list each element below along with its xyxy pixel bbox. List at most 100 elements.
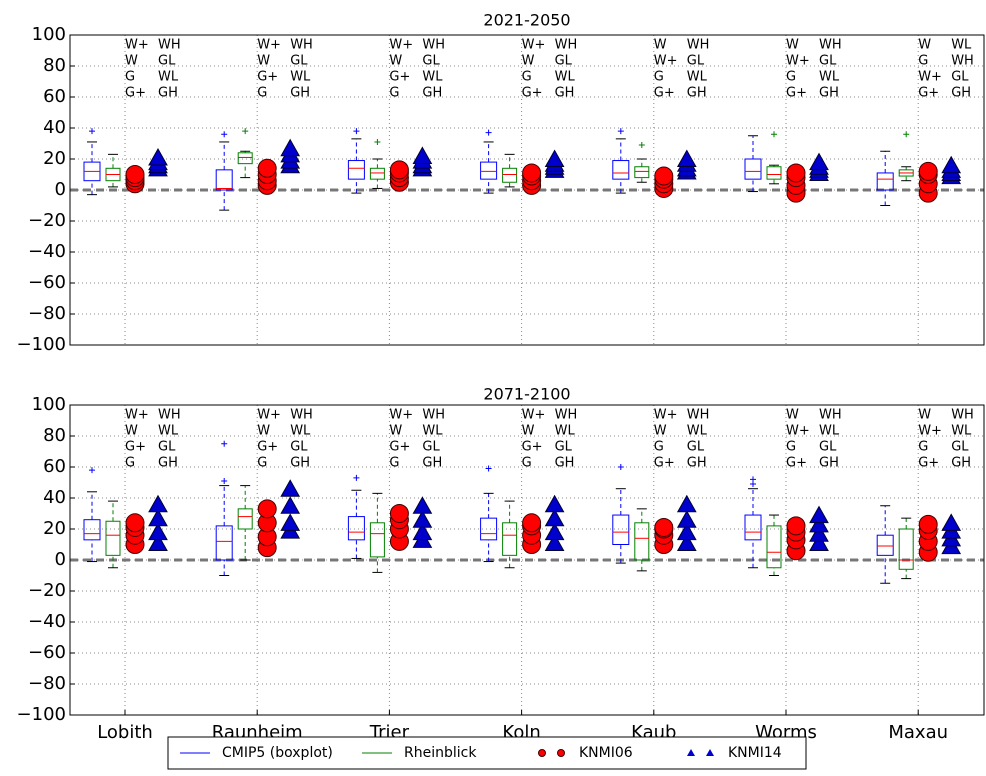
box: [369, 522, 385, 558]
box: [347, 160, 365, 180]
y-tick-label: 0: [55, 549, 66, 570]
knmi14-marker: [412, 496, 433, 514]
flier: [903, 131, 910, 138]
flier: [485, 129, 492, 136]
box: [237, 508, 253, 530]
box: [480, 161, 498, 180]
flier: [617, 464, 624, 470]
knmi14-marker: [148, 147, 168, 166]
scenario-label: G: [125, 70, 135, 85]
scenario-label: W+: [786, 424, 810, 439]
y-tick-label: 20: [43, 518, 66, 539]
knmi14-marker: [809, 524, 829, 542]
scenario-label: WL: [819, 70, 840, 85]
scenario-label: W+: [918, 70, 942, 85]
knmi14-marker: [809, 514, 829, 533]
plot-frame: [69, 34, 985, 346]
knmi06-marker: [654, 517, 674, 537]
scenario-label: WL: [290, 424, 311, 439]
y-tick-label: 60: [43, 456, 66, 477]
y-tick-label: 100: [32, 394, 66, 415]
scenario-label: WL: [422, 424, 443, 439]
knmi06-marker: [522, 163, 542, 183]
legend-box: [167, 736, 807, 770]
knmi14-marker: [676, 510, 697, 528]
scenario-label: G+: [918, 456, 939, 471]
box: [744, 158, 762, 180]
knmi06-marker: [125, 165, 145, 184]
scenario-label: GH: [290, 86, 310, 101]
scenario-label: GH: [555, 86, 575, 101]
y-tick-label: 60: [43, 86, 66, 107]
scenario-label: G: [786, 440, 796, 455]
flier: [89, 467, 95, 474]
scenario-label: G: [918, 440, 928, 455]
knmi14-marker: [148, 508, 168, 527]
knmi06-marker: [786, 516, 806, 536]
knmi14-marker: [544, 494, 565, 513]
flier: [638, 142, 645, 149]
scenario-label: WH: [951, 408, 974, 423]
scenario-label: W: [125, 54, 138, 69]
scenario-label: W+: [125, 408, 149, 423]
y-tick-label: −60: [28, 272, 66, 293]
scenario-label: WH: [422, 408, 445, 423]
flier: [353, 474, 360, 481]
scenario-label: W+: [522, 408, 546, 423]
y-tick-label: −40: [28, 241, 66, 262]
scenario-label: GL: [687, 54, 705, 69]
scenario-label: WL: [555, 70, 576, 85]
scenario-label: W+: [522, 38, 546, 53]
scenario-label: WH: [951, 54, 974, 69]
box: [612, 514, 630, 545]
flier: [485, 465, 492, 472]
knmi14-marker: [544, 522, 565, 541]
knmi06-marker: [389, 504, 409, 523]
scenario-label: G: [389, 86, 399, 101]
scenario-label: WH: [819, 408, 842, 423]
scenario-label: G: [125, 456, 135, 471]
scenario-label: W: [389, 424, 402, 439]
legend-marker: [538, 749, 546, 757]
chart-title: 2071-2100: [483, 385, 570, 404]
scenario-label: W+: [918, 424, 942, 439]
y-tick-label: 20: [43, 148, 66, 169]
scenario-label: G+: [654, 86, 675, 101]
scenario-label: W+: [786, 54, 810, 69]
knmi14-marker: [809, 505, 829, 524]
legend-marker: [687, 749, 695, 756]
scenario-label: G+: [257, 70, 278, 85]
knmi14-marker: [809, 152, 829, 171]
box: [480, 517, 498, 541]
knmi06-marker: [257, 499, 277, 519]
scenario-label: GH: [158, 86, 178, 101]
knmi14-marker: [676, 494, 697, 513]
scenario-label: WL: [819, 424, 840, 439]
scenario-label: W: [786, 38, 799, 53]
knmi14-marker: [280, 496, 301, 514]
scenario-label: WH: [290, 408, 313, 423]
scenario-label: WL: [951, 424, 972, 439]
box: [612, 160, 630, 180]
scenario-label: G: [654, 70, 664, 85]
scenario-label: GL: [158, 440, 176, 455]
box: [898, 528, 914, 570]
scenario-label: GL: [951, 70, 969, 85]
scenario-label: G+: [786, 86, 807, 101]
box: [83, 519, 101, 541]
scenario-label: WL: [422, 70, 443, 85]
scenario-label: G: [654, 440, 664, 455]
box: [634, 522, 650, 561]
knmi14-marker: [148, 494, 168, 513]
flier: [353, 128, 360, 135]
scenario-label: WL: [158, 70, 179, 85]
scenario-label: W+: [654, 54, 678, 69]
scenario-label: G: [918, 54, 928, 69]
scenario-label: G: [257, 456, 267, 471]
scenario-label: GH: [158, 456, 178, 471]
scenario-label: GL: [951, 440, 969, 455]
legend-label: KNMI14: [728, 745, 782, 761]
flier: [750, 476, 756, 483]
box: [876, 172, 894, 191]
